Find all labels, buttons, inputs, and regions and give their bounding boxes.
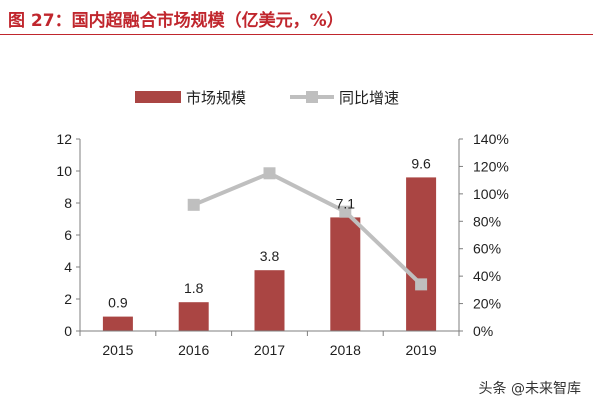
bar-data-label: 9.6 [411, 155, 431, 171]
line-growth-rate [192, 171, 423, 286]
legend-swatch-market-size [135, 91, 181, 103]
legend-label-market-size: 市场规模 [186, 89, 246, 107]
point-growth-rate [187, 198, 200, 211]
bar-data-label: 3.8 [260, 248, 280, 264]
x-tick-label: 2019 [406, 342, 437, 358]
y-left-tick-label: 10 [56, 163, 72, 179]
y-left-tick-label: 4 [64, 259, 72, 275]
point-growth-rate [415, 278, 428, 291]
bar-market-size [102, 316, 133, 331]
legend-label-growth-rate: 同比增速 [339, 89, 399, 107]
bar-market-size [330, 217, 361, 331]
point-growth-rate [339, 205, 352, 218]
point-growth-rate [263, 167, 276, 180]
bar-market-size [178, 302, 209, 331]
x-tick-label: 2016 [178, 342, 209, 358]
y-left-tick-label: 8 [64, 195, 72, 211]
figure-title: 图 27：国内超融合市场规模（亿美元，%） [8, 11, 344, 31]
x-tick-label: 2017 [254, 342, 285, 358]
y-left-tick-label: 2 [64, 291, 72, 307]
bar-market-size [406, 177, 437, 331]
watermark: 头条 @未来智库 [478, 381, 581, 397]
y-right-tick-label: 120% [473, 158, 509, 174]
bar-market-size [254, 270, 285, 331]
title-rule [0, 34, 593, 35]
y-left-tick-label: 6 [64, 227, 72, 243]
y-right-tick-label: 80% [473, 213, 501, 229]
y-right-tick-label: 40% [473, 268, 501, 284]
bar-data-label: 7.1 [336, 195, 356, 211]
x-tick-label: 2015 [102, 342, 133, 358]
y-right-tick-label: 140% [473, 131, 509, 147]
bar-data-label: 1.8 [184, 280, 204, 296]
y-right-tick-label: 0% [473, 323, 493, 339]
bar-data-label: 0.9 [108, 295, 128, 311]
y-left-tick-label: 12 [56, 131, 72, 147]
x-tick-label: 2018 [330, 342, 361, 358]
y-right-tick-label: 100% [473, 186, 509, 202]
y-right-tick-label: 20% [473, 296, 501, 312]
legend-marker-growth-rate [306, 91, 318, 103]
y-right-tick-label: 60% [473, 241, 501, 257]
y-left-tick-label: 0 [64, 323, 72, 339]
